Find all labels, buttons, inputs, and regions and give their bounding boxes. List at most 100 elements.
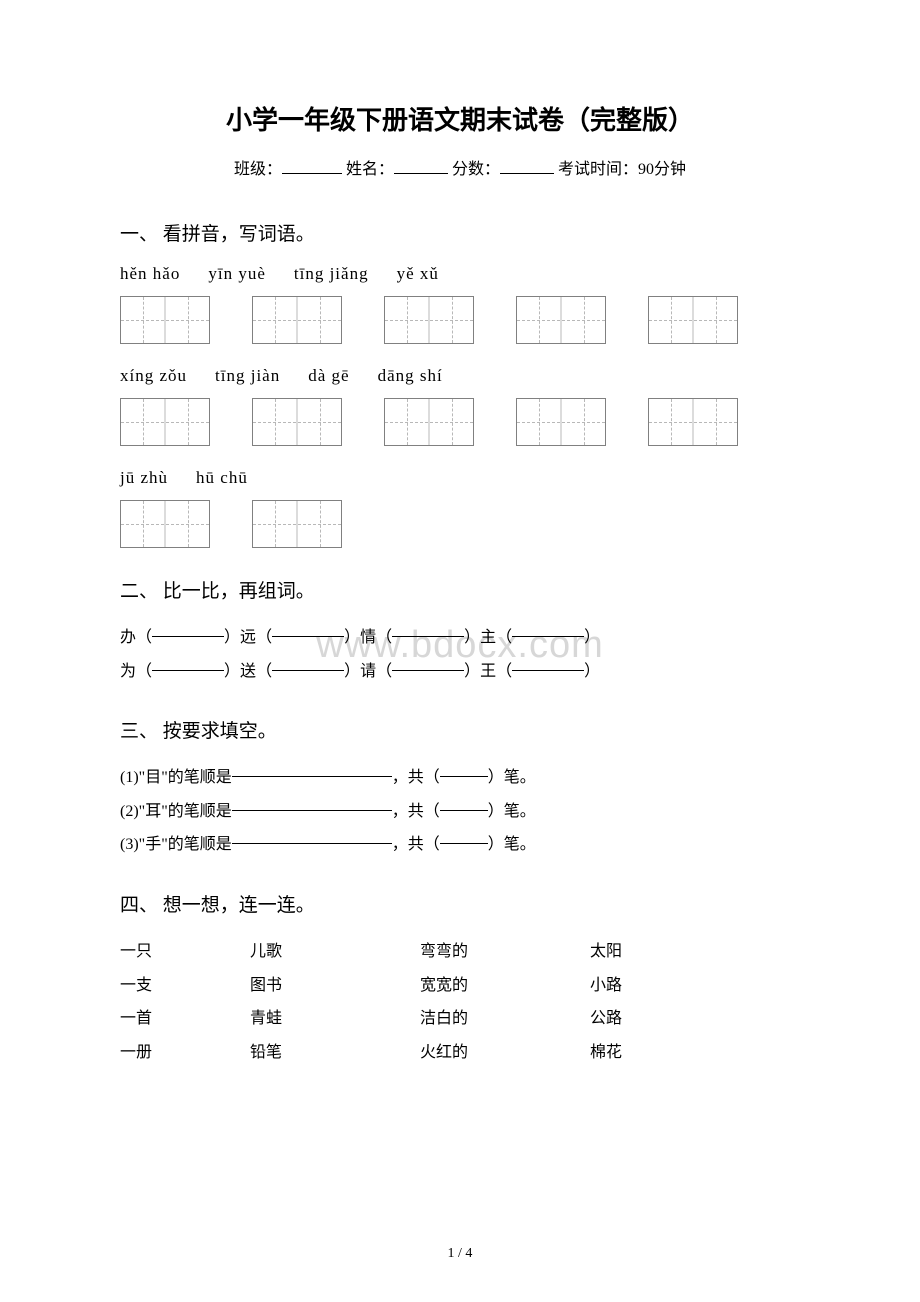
match-cell: 铅笔 — [250, 1036, 420, 1070]
pinyin: xíng zǒu — [120, 366, 187, 386]
q3-text: ）笔。 — [488, 795, 536, 829]
match-cell: 太阳 — [590, 935, 710, 969]
pinyin: dà gē — [308, 366, 349, 386]
q2-char: 王 — [480, 655, 496, 689]
match-row: 一只 儿歌 弯弯的 太阳 — [120, 935, 800, 969]
match-cell: 青蛙 — [250, 1002, 420, 1036]
pinyin: hěn hǎo — [120, 264, 180, 284]
blank — [232, 795, 392, 811]
blank — [512, 621, 584, 637]
match-cell: 小路 — [590, 969, 710, 1003]
blank — [392, 655, 464, 671]
q3-item-3: (3) "手" 的笔顺是 ，共（ ）笔。 — [120, 828, 800, 862]
match-row: 一支 图书 宽宽的 小路 — [120, 969, 800, 1003]
q3-char: 目 — [145, 761, 161, 795]
match-cell: 图书 — [250, 969, 420, 1003]
q3-num: (3) — [120, 828, 139, 862]
blank — [440, 828, 488, 844]
match-cell: 棉花 — [590, 1036, 710, 1070]
q3-num: (2) — [120, 795, 139, 829]
writing-box — [252, 398, 342, 446]
q3-text: ，共（ — [392, 761, 440, 795]
match-cell: 儿歌 — [250, 935, 420, 969]
q2-char: 请 — [360, 655, 376, 689]
q3-text: 的笔顺是 — [168, 761, 232, 795]
pinyin: yīn yuè — [208, 264, 266, 284]
match-cell: 宽宽的 — [420, 969, 590, 1003]
q3-text: 的笔顺是 — [168, 795, 232, 829]
match-cell: 火红的 — [420, 1036, 590, 1070]
exam-meta: 班级： 姓名： 分数： 考试时间：90分钟 — [120, 155, 800, 179]
writing-box — [252, 500, 342, 548]
blank — [232, 761, 392, 777]
q2-char: 情 — [360, 621, 376, 655]
match-row: 一册 铅笔 火红的 棉花 — [120, 1036, 800, 1070]
section3-head: 三、 按要求填空。 — [120, 716, 800, 743]
pinyin: tīng jiàn — [215, 366, 280, 386]
pinyin: tīng jiǎng — [294, 264, 369, 284]
box-row-1 — [120, 296, 800, 344]
pinyin: hū chū — [196, 468, 248, 488]
q3-item-1: (1) "目" 的笔顺是 ，共（ ）笔。 — [120, 761, 800, 795]
name-label: 姓名： — [346, 161, 394, 178]
q2-line-2: 为（） 送（） 请（） 王（） — [120, 655, 800, 689]
blank — [512, 655, 584, 671]
time-label: 考试时间：90分钟 — [558, 161, 686, 178]
match-cell: 公路 — [590, 1002, 710, 1036]
writing-box — [120, 500, 210, 548]
q3-text: ）笔。 — [488, 761, 536, 795]
match-row: 一首 青蛙 洁白的 公路 — [120, 1002, 800, 1036]
blank — [440, 761, 488, 777]
q2-char: 为 — [120, 655, 136, 689]
score-blank — [500, 158, 554, 174]
writing-box — [516, 296, 606, 344]
q3-text: ）笔。 — [488, 828, 536, 862]
pinyin: dāng shí — [378, 366, 443, 386]
writing-box — [252, 296, 342, 344]
match-table: 一只 儿歌 弯弯的 太阳 一支 图书 宽宽的 小路 一首 青蛙 洁白的 公路 一… — [120, 935, 800, 1069]
match-cell: 一册 — [120, 1036, 250, 1070]
class-label: 班级： — [234, 161, 282, 178]
q3-text: ，共（ — [392, 795, 440, 829]
document-content: 小学一年级下册语文期末试卷（完整版） 班级： 姓名： 分数： 考试时间：90分钟… — [120, 100, 800, 1069]
blank — [232, 828, 392, 844]
pinyin: jū zhù — [120, 468, 168, 488]
q2-char: 办 — [120, 621, 136, 655]
class-blank — [282, 158, 342, 174]
score-label: 分数： — [452, 161, 500, 178]
pinyin-row-2: xíng zǒu tīng jiàn dà gē dāng shí — [120, 366, 800, 386]
q3-num: (1) — [120, 761, 139, 795]
blank — [272, 655, 344, 671]
pinyin-row-1: hěn hǎo yīn yuè tīng jiǎng yě xǔ — [120, 264, 800, 284]
name-blank — [394, 158, 448, 174]
box-row-3 — [120, 500, 800, 548]
section4-head: 四、 想一想，连一连。 — [120, 890, 800, 917]
blank — [392, 621, 464, 637]
pinyin: yě xǔ — [397, 264, 439, 284]
q3-char: 手 — [145, 828, 161, 862]
match-cell: 弯弯的 — [420, 935, 590, 969]
page-number: 1 / 4 — [0, 1246, 920, 1262]
writing-box — [120, 398, 210, 446]
q3-item-2: (2) "耳" 的笔顺是 ，共（ ）笔。 — [120, 795, 800, 829]
q3-text: 的笔顺是 — [168, 828, 232, 862]
q2-char: 送 — [240, 655, 256, 689]
writing-box — [384, 296, 474, 344]
blank — [272, 621, 344, 637]
q2-char: 远 — [240, 621, 256, 655]
match-cell: 一支 — [120, 969, 250, 1003]
q3-text: ，共（ — [392, 828, 440, 862]
match-cell: 洁白的 — [420, 1002, 590, 1036]
q3-char: 耳 — [145, 795, 161, 829]
q2-line-1: 办（） 远（） 情（） 主（） — [120, 621, 800, 655]
box-row-2 — [120, 398, 800, 446]
writing-box — [648, 398, 738, 446]
blank — [152, 655, 224, 671]
pinyin-row-3: jū zhù hū chū — [120, 468, 800, 488]
blank — [440, 795, 488, 811]
match-cell: 一首 — [120, 1002, 250, 1036]
writing-box — [120, 296, 210, 344]
blank — [152, 621, 224, 637]
writing-box — [648, 296, 738, 344]
writing-box — [384, 398, 474, 446]
